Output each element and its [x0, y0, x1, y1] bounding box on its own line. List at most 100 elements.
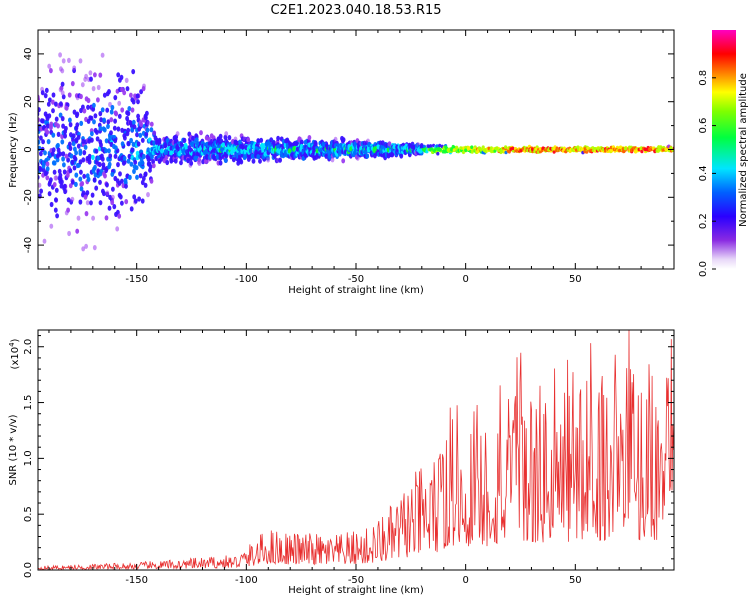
heatmap-cell	[54, 101, 58, 107]
heatmap-cell	[110, 199, 115, 206]
heatmap-cell	[104, 215, 109, 221]
heatmap-cell	[55, 213, 59, 219]
heatmap-cell	[138, 132, 143, 138]
heatmap-cell	[39, 151, 43, 157]
heatmap-cell	[256, 138, 261, 144]
x-tick-label: -150	[125, 575, 148, 586]
heatmap-cell	[86, 176, 91, 182]
heatmap-cell	[303, 139, 308, 145]
heatmap-cell	[173, 158, 178, 164]
y-tick-label: -20	[23, 189, 34, 205]
heatmap-cell	[538, 147, 542, 151]
heatmap-cell	[56, 142, 60, 149]
heatmap-cell	[124, 199, 129, 205]
heatmap-cell	[129, 92, 133, 98]
heatmap-cell	[76, 215, 81, 221]
heatmap-cell	[126, 158, 131, 164]
heatmap-cell	[307, 135, 312, 141]
heatmap-cell	[60, 81, 65, 87]
heatmap-cell	[130, 107, 135, 113]
heatmap-cell	[75, 122, 80, 128]
heatmap-cell	[258, 150, 263, 156]
heatmap-cell	[102, 92, 107, 98]
heatmap-cell	[135, 132, 139, 138]
heatmap-cell	[84, 73, 88, 79]
heatmap-cell	[120, 141, 125, 147]
colorbar-tick-label: 0.0	[698, 261, 709, 277]
heatmap-cell	[199, 130, 203, 136]
heatmap-cell	[70, 159, 75, 165]
colorbar-tick-label: 0.4	[698, 165, 709, 181]
heatmap-cell	[58, 52, 62, 58]
heatmap-cell	[94, 185, 99, 191]
heatmap-cell	[88, 70, 93, 76]
heatmap-cell	[96, 155, 101, 161]
heatmap-cell	[294, 141, 299, 147]
heatmap-cell	[78, 176, 83, 182]
heatmap-cell	[246, 137, 251, 143]
heatmap-cell	[62, 169, 67, 175]
heatmap-cell	[97, 161, 102, 168]
heatmap-cell	[173, 152, 178, 158]
heatmap-cell	[114, 145, 118, 151]
heatmap-cell	[145, 110, 149, 116]
snr-y-scale-factor: (x104)	[8, 338, 21, 369]
heatmap-cell	[68, 183, 73, 189]
heatmap-cell	[57, 168, 62, 174]
heatmap-cell	[113, 118, 117, 124]
heatmap-cell	[313, 141, 318, 147]
colorbar-ticks: 0.0 0.2 0.4 0.6 0.8	[698, 70, 716, 277]
heatmap-cell	[49, 68, 53, 74]
heatmap-cell	[82, 150, 87, 156]
heatmap-cell	[55, 157, 60, 163]
heatmap-cell	[52, 182, 57, 188]
heatmap-cell	[191, 135, 195, 141]
heatmap-cell	[109, 109, 114, 115]
heatmap-cell	[49, 201, 54, 208]
heatmap-cell	[51, 92, 56, 98]
heatmap-cell	[56, 123, 60, 129]
heatmap-cell	[46, 139, 51, 145]
heatmap-cell	[227, 135, 232, 141]
heatmap-cell	[54, 116, 59, 122]
heatmap-cell	[260, 143, 264, 149]
heatmap-cell	[303, 152, 308, 158]
heatmap-cell	[105, 190, 110, 196]
heatmap-cell	[61, 58, 66, 64]
snr-plot-area	[38, 330, 674, 570]
heatmap-cell	[72, 65, 77, 71]
heatmap-cell	[75, 228, 80, 234]
heatmap-cell	[51, 132, 56, 138]
heatmap-cell	[197, 157, 202, 163]
spectrogram-x-ticks: -150 -100 -50 0 50	[48, 30, 664, 285]
x-tick-label: 50	[569, 575, 582, 586]
heatmap-cell	[86, 97, 91, 104]
heatmap-cell	[290, 152, 294, 158]
heatmap-cell	[146, 147, 151, 153]
heatmap-cell	[521, 147, 525, 151]
heatmap-cell	[113, 138, 118, 144]
heatmap-cell	[149, 121, 154, 127]
heatmap-cell	[86, 104, 90, 110]
heatmap-cell	[137, 196, 142, 202]
x-tick-label: 0	[462, 274, 468, 285]
heatmap-cell	[58, 172, 63, 178]
heatmap-cell	[103, 173, 107, 179]
spectrogram-y-axis-label: Frequency (Hz)	[8, 112, 19, 188]
heatmap-cell	[79, 186, 84, 192]
heatmap-cell	[93, 72, 97, 78]
heatmap-cell	[68, 141, 72, 147]
chart-title: C2E1.2023.040.18.53.R15	[270, 3, 441, 18]
heatmap-cell	[62, 183, 67, 189]
heatmap-cell	[152, 130, 157, 136]
heatmap-cell	[100, 52, 105, 58]
heatmap-cell	[62, 162, 66, 168]
spectrogram-y-ticks: -40 -20 0 20 40	[23, 29, 674, 270]
heatmap-cell	[438, 143, 442, 148]
heatmap-cell	[47, 191, 52, 197]
heatmap-cell	[154, 155, 159, 162]
heatmap-cell	[81, 246, 86, 252]
heatmap-cell	[243, 154, 248, 160]
heatmap-cell	[98, 125, 103, 131]
heatmap-cell	[52, 160, 57, 166]
